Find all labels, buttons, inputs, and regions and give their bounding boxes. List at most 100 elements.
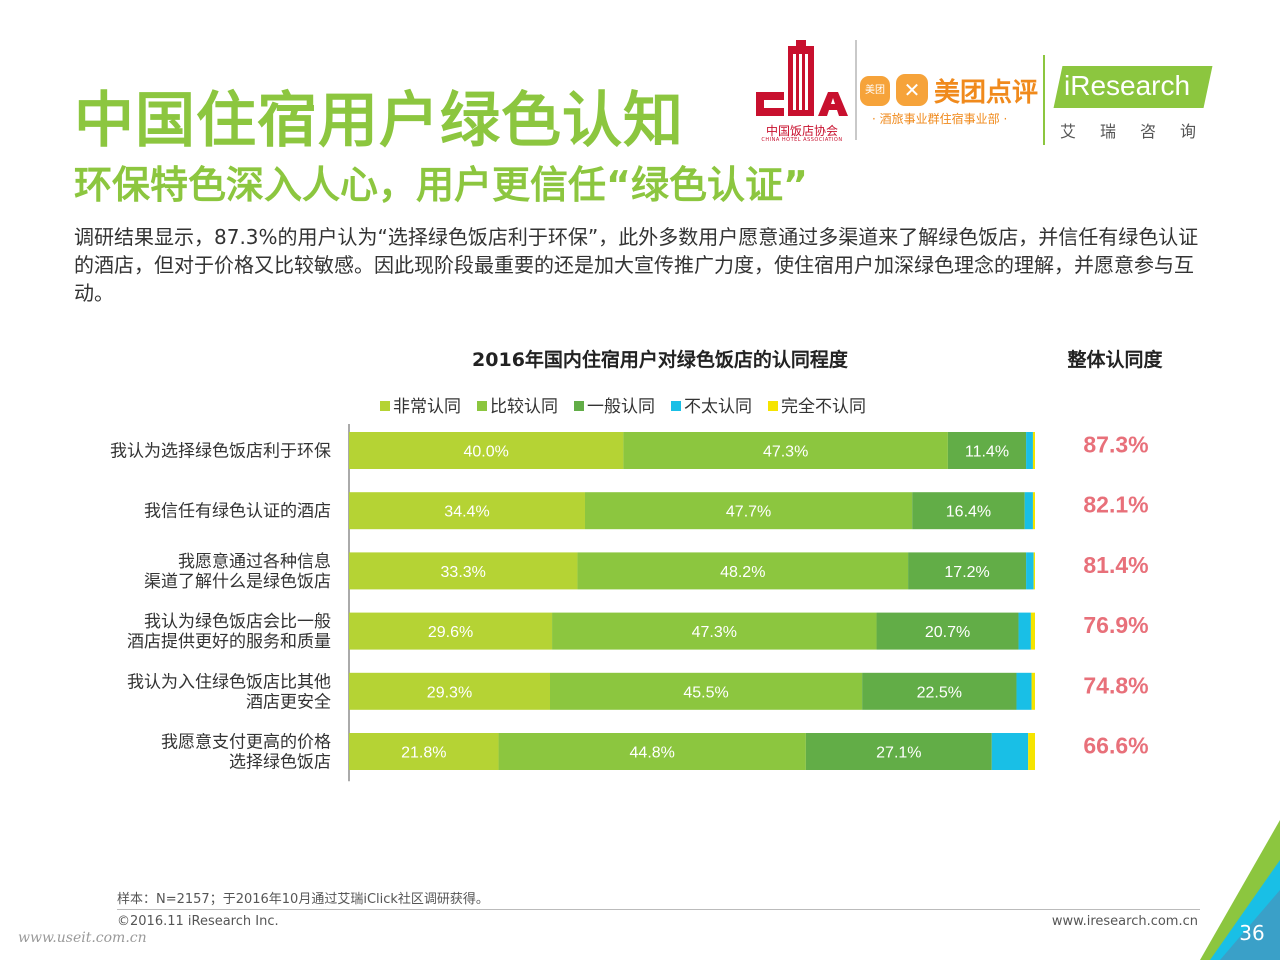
category-label: 我认为入住绿色饭店比其他酒店更安全	[127, 672, 331, 712]
category-label: 我愿意通过各种信息渠道了解什么是绿色饭店	[144, 552, 331, 592]
iresearch-logo-sub: 艾瑞咨询	[1060, 122, 1221, 141]
bar-segment	[349, 492, 585, 530]
category-label-line: 我愿意通过各种信息	[178, 552, 331, 572]
cha-logo: 中国饭店协会 CHINA HOTEL ASSOCIATION	[752, 40, 852, 146]
meituan-logo: 美团 ✕ 美团点评 · 酒旅事业群住宿事业部 ·	[858, 70, 1040, 130]
data-label: 47.3%	[692, 624, 737, 641]
bar-segment	[1024, 492, 1033, 530]
category-label-line: 选择绿色饭店	[229, 753, 331, 773]
bar-segment	[623, 432, 948, 469]
bar-segment	[1028, 733, 1035, 770]
meituan-icon: 美团	[860, 76, 890, 106]
legend-label: 比较认同	[490, 397, 558, 417]
bar-segment	[1032, 492, 1035, 530]
category-label-line: 我愿意支付更高的价格	[161, 733, 331, 753]
overall-value: 76.9%	[1083, 612, 1148, 638]
bar-segment	[1026, 552, 1034, 590]
data-label: 44.8%	[630, 745, 675, 762]
data-label: 11.4%	[965, 444, 1009, 461]
meituan-logo-name: 美团点评	[934, 78, 1039, 108]
bar-segment	[1030, 612, 1035, 650]
legend-label: 一般认同	[587, 397, 655, 417]
category-label-line: 我信任有绿色认证的酒店	[144, 502, 331, 522]
overall-value: 66.6%	[1083, 733, 1148, 759]
page-title: 中国住宿用户绿色认知	[74, 86, 684, 156]
sample-note: 样本：N=2157；于2016年10月通过艾瑞iClick社区调研获得。	[117, 892, 489, 907]
copyright: ©2016.11 iResearch Inc.	[117, 914, 279, 929]
bar-segment	[349, 432, 624, 469]
data-label: 34.4%	[444, 504, 489, 521]
cha-logo-sub: CHINA HOTEL ASSOCIATION	[761, 137, 843, 143]
legend-label: 非常认同	[393, 397, 461, 417]
watermark: www.useit.com.cn	[18, 930, 147, 946]
bar-segment	[349, 733, 499, 770]
summary-text: 调研结果显示，87.3%的用户认为“选择绿色饭店利于环保”，此外多数用户愿意通过…	[74, 225, 1199, 305]
legend-item: 不太认同	[671, 392, 752, 417]
logo-divider	[855, 40, 857, 140]
legend-swatch	[671, 401, 681, 411]
category-label-line: 渠道了解什么是绿色饭店	[144, 572, 331, 592]
bar-segment	[912, 492, 1025, 530]
page-subtitle: 环保特色深入人心，用户更信任“绿色认证”	[74, 163, 808, 207]
bar-segment	[991, 733, 1029, 770]
category-label-line: 我认为绿色饭店会比一般	[144, 612, 331, 632]
logo-divider	[1043, 55, 1045, 145]
data-label: 29.3%	[427, 684, 472, 701]
bar-segment	[498, 733, 806, 770]
bar-segment	[876, 612, 1019, 650]
legend-swatch	[574, 401, 584, 411]
cha-logo-name: 中国饭店协会	[765, 124, 838, 138]
data-label: 45.5%	[683, 684, 728, 701]
bar-segment	[805, 733, 992, 770]
category-label-line: 我认为入住绿色饭店比其他	[127, 672, 331, 692]
bar-segment	[947, 432, 1027, 469]
data-label: 16.4%	[946, 504, 991, 521]
website: www.iresearch.com.cn	[1051, 914, 1198, 929]
iresearch-logo: iResearch 艾瑞咨询	[1052, 58, 1217, 148]
overall-title: 整体认同度	[1067, 349, 1163, 371]
chart-legend: 非常认同 比较认同 一般认同 不太认同 完全不认同	[380, 392, 882, 417]
bar-segment	[1026, 432, 1033, 469]
dianping-icon: ✕	[896, 74, 928, 106]
bar-segment	[577, 552, 909, 590]
bar-segment	[549, 672, 863, 710]
bar-segment	[1032, 432, 1035, 469]
legend-label: 完全不认同	[781, 397, 866, 417]
category-label: 我愿意支付更高的价格选择绿色饭店	[161, 733, 331, 773]
overall-value: 81.4%	[1083, 552, 1148, 578]
overall-value: 82.1%	[1083, 492, 1148, 518]
bar-segment	[862, 672, 1017, 710]
legend-item: 完全不认同	[768, 392, 866, 417]
bar-segment	[1033, 552, 1035, 590]
corner-decoration	[1200, 820, 1280, 960]
bar-segment	[1031, 672, 1035, 710]
data-label: 33.3%	[441, 564, 486, 581]
data-label: 20.7%	[925, 624, 970, 641]
data-label: 40.0%	[464, 444, 509, 461]
bar-segment	[584, 492, 913, 530]
bar-segment	[349, 672, 550, 710]
data-label: 29.6%	[428, 624, 473, 641]
legend-item: 非常认同	[380, 392, 461, 417]
data-label: 17.2%	[944, 564, 989, 581]
bar-segment	[908, 552, 1027, 590]
bar-segment	[552, 612, 877, 650]
data-label: 22.5%	[917, 684, 962, 701]
legend-swatch	[768, 401, 778, 411]
bar-segment	[1016, 672, 1032, 710]
category-label-line: 我认为选择绿色饭店利于环保	[110, 442, 331, 462]
legend-swatch	[477, 401, 487, 411]
data-label: 27.1%	[876, 745, 921, 762]
data-label: 47.7%	[726, 504, 771, 521]
category-label: 我认为选择绿色饭店利于环保	[110, 442, 331, 462]
footer-divider	[117, 909, 1200, 910]
stacked-bar-chart: 我认为选择绿色饭店利于环保 40.0% 47.3% 11.4% 87.3% 我信任有绿色认…	[110, 424, 1149, 782]
legend-item: 一般认同	[574, 392, 655, 417]
bar-segment	[1018, 612, 1031, 650]
bar-segment	[349, 612, 553, 650]
category-label-line: 酒店提供更好的服务和质量	[127, 632, 331, 652]
category-label: 我认为绿色饭店会比一般酒店提供更好的服务和质量	[127, 612, 331, 652]
data-label: 48.2%	[720, 564, 765, 581]
overall-value: 74.8%	[1083, 672, 1148, 698]
page-number: 36	[1239, 921, 1265, 945]
